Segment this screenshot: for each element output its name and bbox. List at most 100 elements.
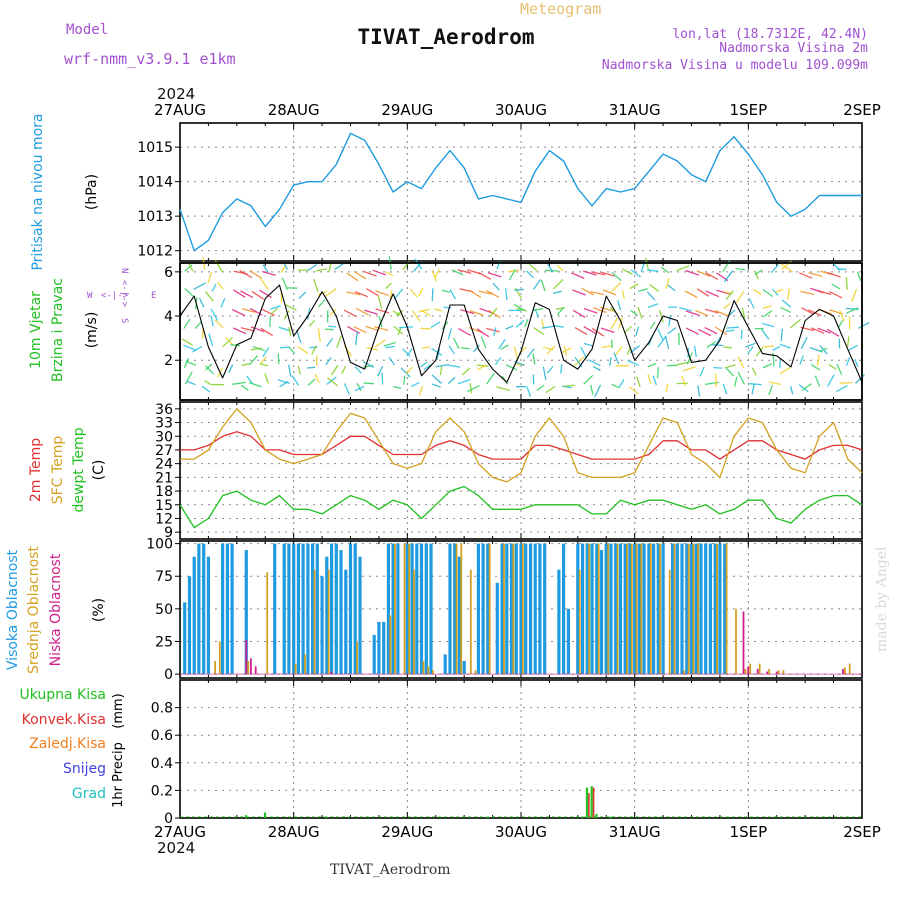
wind-arrow	[610, 339, 613, 349]
cloud-high-bar	[713, 543, 717, 675]
cloud-high-bar	[320, 576, 324, 675]
wind-arrow	[505, 325, 514, 330]
compass-vertical: <-|->	[119, 280, 129, 308]
wind-arrow	[723, 270, 734, 283]
wind-arrow	[225, 336, 234, 346]
wind-arrow	[667, 327, 677, 335]
wind-arrow	[679, 306, 693, 312]
wind-arrow	[418, 385, 424, 396]
cloud-mid-bar	[356, 641, 358, 675]
temperature-title-2: SFC Temp	[50, 436, 66, 505]
cloud-high-bar	[301, 543, 305, 675]
wind-arrow	[751, 383, 755, 395]
wind-arrow	[393, 288, 404, 300]
wind-arrow	[850, 288, 858, 303]
cloud-high-bar	[405, 543, 409, 675]
wind-arrow	[513, 303, 526, 312]
wind-arrow	[327, 377, 339, 387]
date-label-top: 2SEP	[843, 101, 881, 119]
cloud-high-bar	[197, 543, 201, 675]
cloud-mid-bar	[768, 668, 771, 675]
wind-arrow	[498, 339, 506, 350]
wind-speed-line	[179, 284, 863, 383]
cloud-high-bar	[566, 608, 570, 674]
wind-arrow	[409, 288, 418, 298]
cloud-mid-bar	[266, 572, 269, 675]
wind-arrow	[800, 336, 808, 350]
wind-arrow	[826, 271, 841, 278]
wind-arrow	[725, 329, 735, 333]
cloud-high-bar	[538, 543, 542, 675]
wind-arrow	[826, 328, 840, 337]
cloud-mid-bar	[469, 569, 472, 675]
wind-arrow	[724, 364, 736, 369]
wind-arrow	[681, 375, 686, 387]
cloud-mid-bar	[744, 668, 747, 675]
wind-arrow	[706, 341, 717, 348]
wind-arrow	[799, 355, 804, 365]
pressure-line	[179, 132, 862, 252]
cloud-high-bar	[325, 556, 329, 675]
cloud-high-bar	[576, 543, 580, 675]
cloud-high-bar	[481, 543, 485, 675]
wind-arrow	[819, 347, 828, 352]
cloud-high-bar	[604, 543, 608, 675]
wind-arrow	[592, 365, 601, 372]
model-elevation-label: Nadmorska Visina u modelu 109.099m	[602, 58, 868, 73]
cloud-high-bar	[358, 556, 362, 675]
date-label-top: 30AUG	[495, 101, 547, 119]
wind-arrow	[317, 328, 321, 343]
compass-e: E	[151, 291, 156, 301]
cloud-mid-bar	[403, 543, 406, 675]
wind-arrow	[810, 363, 821, 371]
wind-arrow	[448, 345, 455, 355]
cloud-high-bar	[292, 543, 296, 675]
wind-arrow	[188, 263, 194, 272]
wind-arrow	[846, 336, 850, 347]
wind-arrow	[496, 386, 511, 392]
wind-arrow	[377, 295, 383, 310]
pressure-panel: 1012 1013 1014 1015 Pritisak na nivou mora (h…	[30, 113, 863, 271]
date-label-bottom: 30AUG	[495, 823, 547, 841]
cloud-high-bar	[448, 543, 452, 675]
wind-arrow	[307, 263, 318, 272]
cloud-mid-bar	[460, 543, 463, 675]
wind-arrow	[523, 318, 529, 328]
pressure-ytick-label: 1014	[137, 175, 173, 191]
wind-arrow	[473, 344, 480, 353]
cloud-mid-bar	[408, 543, 411, 675]
cloud-mid-bar	[683, 670, 685, 675]
cloud-mid-bar	[668, 569, 671, 675]
wind-arrow	[480, 336, 487, 349]
wind-arrow	[460, 309, 475, 315]
page-title: TIVAT_Aerodrom	[357, 25, 534, 49]
cloud-low-bar	[330, 671, 333, 675]
wind-arrow	[667, 284, 676, 292]
wind-arrow	[725, 367, 735, 377]
wind-arrow	[618, 379, 625, 388]
wind-title-2: Brzina i Pravac	[50, 278, 66, 382]
cloud-high-bar	[273, 543, 277, 675]
wind-arrow	[214, 319, 224, 329]
cloud-high-bar	[183, 602, 187, 675]
compass-n: N	[119, 268, 129, 273]
wind-arrow	[198, 297, 205, 308]
wind-arrow	[420, 327, 432, 330]
cloud-mid-bar	[697, 543, 699, 675]
cloud-high-bar	[689, 543, 694, 675]
wind-arrow	[476, 328, 490, 338]
cloud-mid-bar	[327, 569, 330, 675]
cloud-mid-bar	[782, 670, 785, 675]
date-label-bottom: 29AUG	[381, 823, 433, 841]
wind-arrow	[262, 264, 269, 273]
cloud-mid-bar	[848, 663, 851, 674]
wind-arrow	[751, 367, 757, 376]
wind-arrow	[241, 307, 256, 313]
wind-arrow	[283, 310, 290, 320]
wind-arrow	[469, 310, 484, 316]
wind-arrow	[770, 264, 779, 274]
wind-arrow	[515, 319, 525, 328]
wind-arrow	[485, 327, 500, 333]
cloud-mid-bar	[304, 654, 306, 675]
wind-arrow	[848, 344, 858, 351]
